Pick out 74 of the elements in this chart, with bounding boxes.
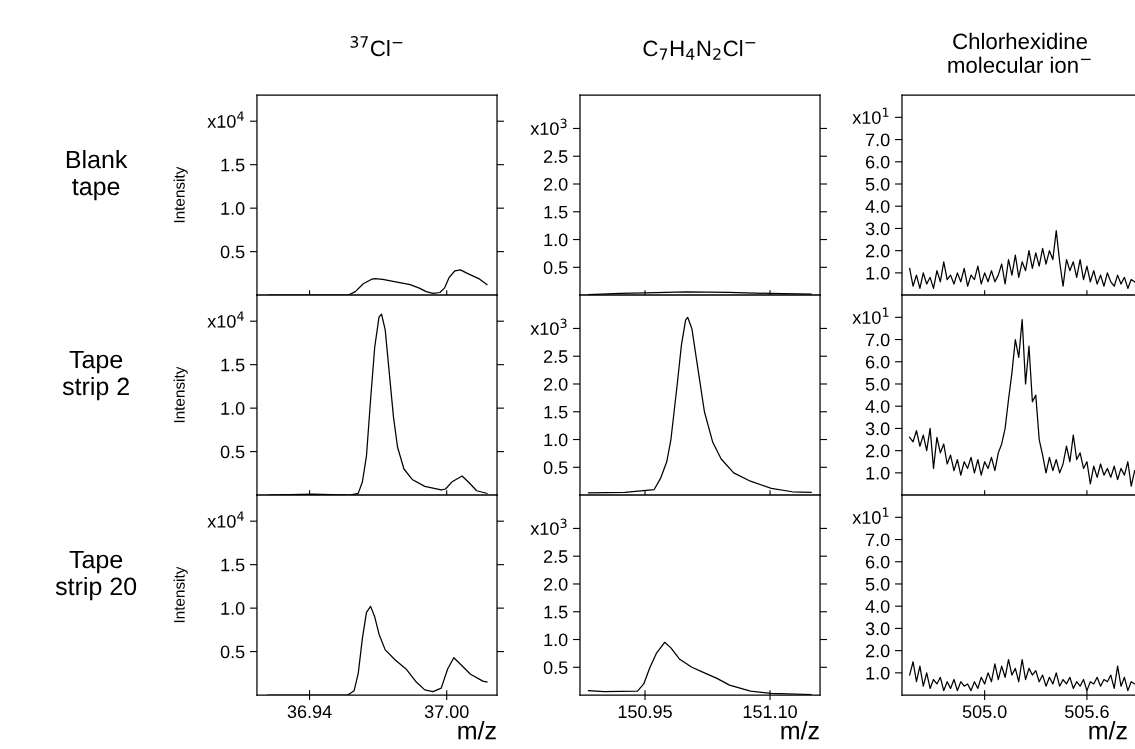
x-tick-label: 505.0 [962, 705, 1007, 719]
x-tick-label: 151.10 [743, 705, 797, 719]
y-tick-label: 0.5 [543, 261, 568, 275]
x-tick-label: 37.00 [424, 705, 469, 719]
y-tick-label: 7.0 [866, 133, 890, 147]
y-tick-label: x10$^{4}$ [207, 111, 244, 128]
y-tick-label: 1.0 [221, 202, 245, 215]
y-tick-label: 1.0 [866, 266, 890, 280]
y-tick-label: 1.5 [221, 358, 245, 372]
y-tick-label: 5.0 [865, 177, 890, 191]
y-tick-label: 2.0 [543, 577, 568, 591]
y-tick-label: 3.0 [865, 422, 890, 436]
y-tick-label: 1.0 [221, 602, 245, 615]
text: Tape strip 20 [55, 550, 137, 601]
y-tick-label: 0.5 [220, 445, 245, 459]
y-tick-label: 6.0 [866, 355, 890, 369]
y-tick-label: x10$^{3}$ [530, 318, 567, 336]
y-tick-label: x10$^{1}$ [852, 107, 889, 124]
y-tick-label: x10$^{3}$ [530, 518, 567, 535]
y-tick-label: 2.0 [865, 244, 890, 258]
y-tick-label: 4.0 [865, 400, 890, 413]
y-tick-label: 7.0 [866, 533, 890, 547]
y-tick-label: 1.5 [221, 158, 245, 172]
y-tick-label: x10$^{1}$ [852, 507, 889, 524]
y-tick-label: 2.0 [865, 644, 890, 658]
y-tick-label: 5.0 [865, 577, 890, 591]
y-tick-label: 4.0 [865, 600, 890, 613]
y-tick-label: 0.5 [543, 461, 568, 475]
chart-title: C$_{7}$H$_{4}$N$_{2}$Cl$^{−}$ [643, 40, 756, 60]
chart-title: Chlorhexidine molecular ion$^{−}$ [948, 32, 1091, 73]
y-tick-label: 2.5 [543, 150, 568, 163]
y-tick-label: 1.5 [221, 558, 245, 572]
text: Tape strip 2 [62, 350, 129, 401]
x-axis-title: m/z [781, 721, 819, 740]
chart-title: $^{37}$Cl$^{−}$ [350, 36, 403, 57]
y-tick-label: 2.0 [865, 444, 890, 458]
y-tick-label: 7.0 [866, 333, 890, 347]
y-tick-label: 3.0 [865, 222, 890, 236]
y-tick-label: 0.5 [220, 645, 245, 659]
line-series [909, 318, 1135, 487]
y-tick-label: 5.0 [865, 377, 890, 391]
y-tick-label: 1.0 [866, 666, 890, 680]
y-axis-title: Intensity [173, 366, 188, 423]
y-tick-label: 1.0 [544, 633, 568, 647]
y-tick-label: 1.0 [544, 433, 568, 447]
y-tick-label: 1.0 [866, 466, 890, 480]
x-tick-label: 505.6 [1065, 705, 1109, 719]
y-tick-label: 6.0 [866, 155, 890, 169]
y-tick-label: 2.5 [543, 550, 568, 563]
y-tick-label: 1.5 [544, 405, 568, 419]
y-tick-label: 2.5 [543, 350, 568, 363]
y-tick-label: 2.0 [543, 177, 568, 191]
y-tick-label: 1.5 [544, 605, 568, 619]
y-tick-label: 1.5 [544, 205, 568, 219]
x-tick-label: 36.94 [287, 705, 332, 719]
y-axis-title: Intensity [173, 566, 188, 623]
y-tick-label: 6.0 [866, 555, 890, 569]
y-tick-label: x10$^{4}$ [207, 311, 244, 328]
line-series [909, 230, 1135, 290]
y-tick-label: 3.0 [865, 622, 890, 636]
y-tick-label: 1.0 [221, 402, 245, 415]
y-tick-label: x10$^{3}$ [530, 118, 567, 136]
text: Blank tape [66, 150, 128, 201]
y-tick-label: 4.0 [865, 200, 890, 213]
y-tick-label: 0.5 [543, 661, 568, 675]
x-tick-label: 150.95 [618, 705, 672, 719]
y-tick-label: 2.0 [543, 377, 568, 391]
y-tick-label: 1.0 [544, 233, 568, 247]
x-axis-title: m/z [1089, 721, 1127, 740]
x-axis-title: m/z [458, 721, 496, 740]
y-tick-label: x10$^{1}$ [852, 307, 889, 324]
y-tick-label: 0.5 [220, 245, 245, 259]
y-axis-title: Intensity [173, 166, 188, 223]
y-tick-label: x10$^{4}$ [207, 511, 244, 528]
